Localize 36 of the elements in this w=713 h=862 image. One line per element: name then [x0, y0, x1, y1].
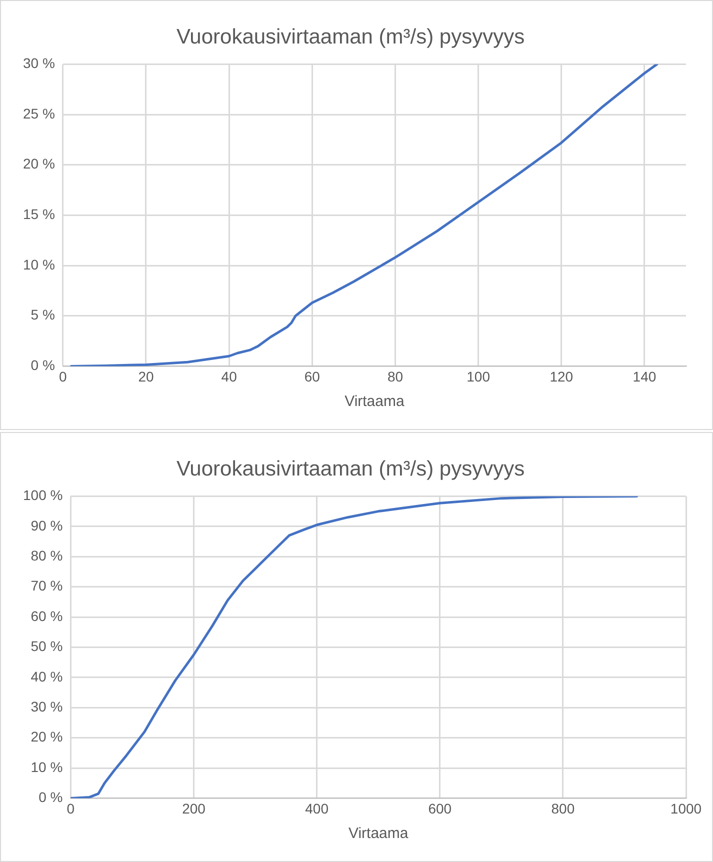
- y-tick-label: 70 %: [30, 578, 63, 594]
- y-tick-label: 40 %: [30, 668, 63, 684]
- x-tick-label: 200: [182, 800, 206, 816]
- y-tick-label: 80 %: [30, 547, 63, 564]
- x-tick-label: 600: [428, 800, 452, 816]
- y-tick-label: 60 %: [30, 608, 63, 624]
- x-tick-label: 800: [551, 800, 575, 816]
- x-tick-label: 400: [305, 800, 329, 816]
- y-tick-label: 20 %: [30, 728, 63, 745]
- x-tick-label: 80: [387, 368, 404, 384]
- y-tick-label: 0 %: [38, 789, 63, 806]
- x-tick-label: 120: [550, 368, 574, 384]
- y-tick-label: 100 %: [22, 487, 63, 504]
- y-tick-label: 10 %: [22, 256, 55, 272]
- x-tick-label: 140: [632, 368, 656, 384]
- y-tick-label: 10 %: [30, 758, 63, 775]
- y-tick-label: 50 %: [30, 638, 63, 654]
- x-tick-label: 0: [66, 800, 75, 816]
- chart-title: Vuorokausivirtaaman (m³/s) pysyvyys: [176, 25, 525, 48]
- chart-title: Vuorokausivirtaaman (m³/s) pysyvyys: [176, 457, 525, 480]
- x-tick-label: 0: [59, 368, 68, 384]
- y-tick-label: 30 %: [22, 55, 55, 72]
- y-tick-label: 25 %: [22, 105, 55, 122]
- x-axis-title: Virtaama: [348, 825, 409, 842]
- x-axis-title: Virtaama: [344, 393, 405, 410]
- x-tick-label: 1000: [670, 800, 702, 816]
- y-tick-label: 15 %: [22, 206, 55, 222]
- x-tick-label: 60: [304, 368, 320, 384]
- x-tick-label: 100: [466, 368, 490, 384]
- y-tick-label: 0 %: [30, 357, 55, 374]
- y-tick-label: 90 %: [30, 517, 63, 534]
- y-tick-label: 20 %: [22, 156, 55, 172]
- y-tick-label: 5 %: [30, 306, 55, 323]
- x-tick-label: 20: [138, 368, 154, 384]
- x-tick-label: 40: [221, 368, 238, 384]
- y-tick-label: 30 %: [30, 698, 63, 714]
